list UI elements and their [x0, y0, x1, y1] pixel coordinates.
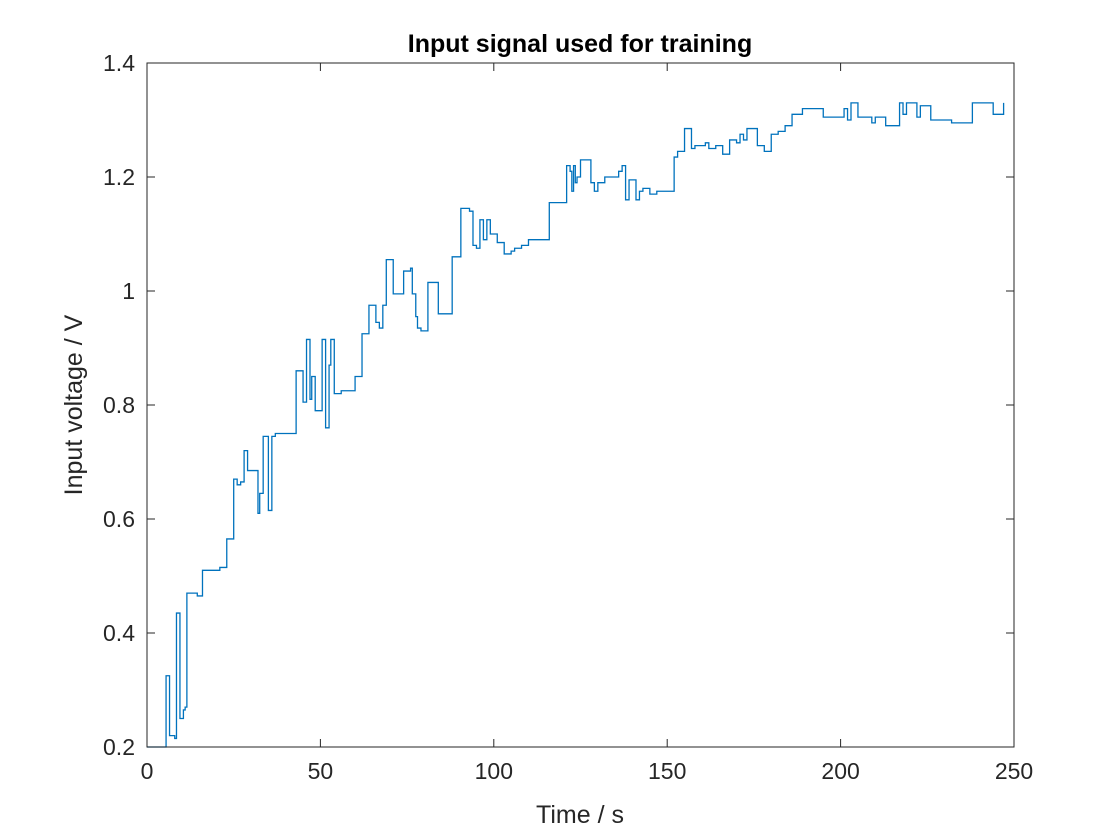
series-line — [147, 102, 1005, 748]
y-tick-label: 1.2 — [103, 164, 135, 190]
x-axis-title: Time / s — [536, 801, 624, 829]
x-tick-label: 100 — [475, 758, 513, 784]
y-tick-label: 0.6 — [103, 506, 135, 532]
y-axis-title: Input voltage / V — [60, 314, 88, 495]
x-tick-label: 200 — [821, 758, 859, 784]
y-tick-label: 0.8 — [103, 392, 135, 418]
x-tick-label: 0 — [141, 758, 154, 784]
y-tick-label: 1.4 — [103, 50, 135, 76]
y-tick-label: 0.4 — [103, 620, 135, 646]
ticks-layer: 0 50 100 150 200 250 0.2 0.4 0.6 0.8 1 1.2 1.4 — [103, 50, 1033, 784]
series-layer — [147, 102, 1005, 748]
x-tick-label: 150 — [648, 758, 686, 784]
x-tick-label: 50 — [308, 758, 334, 784]
y-tick-label: 0.2 — [103, 734, 135, 760]
chart-title: Input signal used for training — [408, 30, 752, 58]
y-tick-label: 1 — [122, 278, 135, 304]
x-tick-label: 250 — [995, 758, 1033, 784]
